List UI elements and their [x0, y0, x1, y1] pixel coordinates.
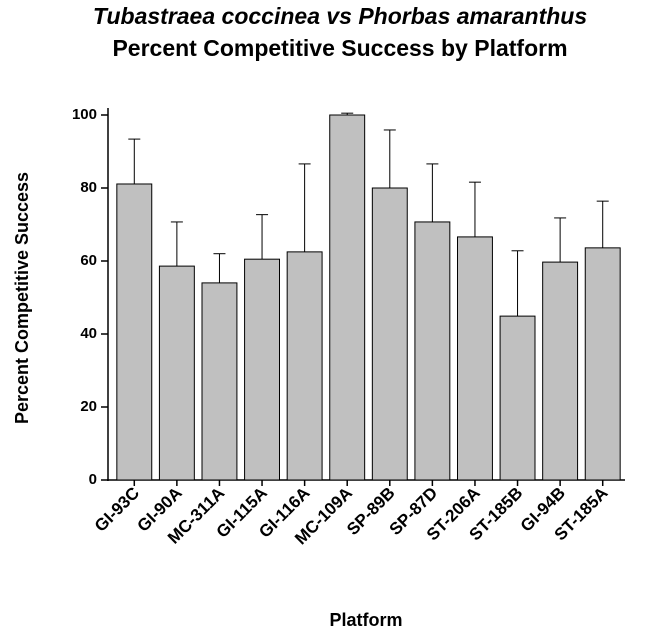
x-axis-label: Platform — [329, 610, 402, 630]
chart-title: Tubastraea coccinea vs Phorbas amaranthu… — [93, 3, 587, 29]
bar — [201, 282, 238, 481]
y-tick-label: 60 — [80, 252, 97, 269]
bar — [456, 236, 493, 481]
bar — [584, 247, 621, 481]
y-axis-label: Percent Competitive Success — [12, 172, 32, 424]
bar — [329, 114, 366, 481]
bar — [414, 221, 451, 481]
y-tick-label: 0 — [89, 471, 97, 488]
y-tick-label: 100 — [72, 106, 97, 123]
bar — [286, 251, 323, 481]
x-tick-label: GI-93C — [91, 483, 143, 535]
bar — [158, 265, 195, 481]
bar — [499, 315, 536, 481]
y-tick-label: 40 — [80, 325, 97, 342]
bar — [371, 187, 408, 481]
bar — [244, 258, 281, 481]
chart-subtitle: Percent Competitive Success by Platform — [112, 35, 567, 61]
bar — [542, 261, 579, 481]
bar — [116, 183, 153, 481]
y-tick-label: 20 — [80, 398, 97, 415]
y-tick-label: 80 — [80, 179, 97, 196]
